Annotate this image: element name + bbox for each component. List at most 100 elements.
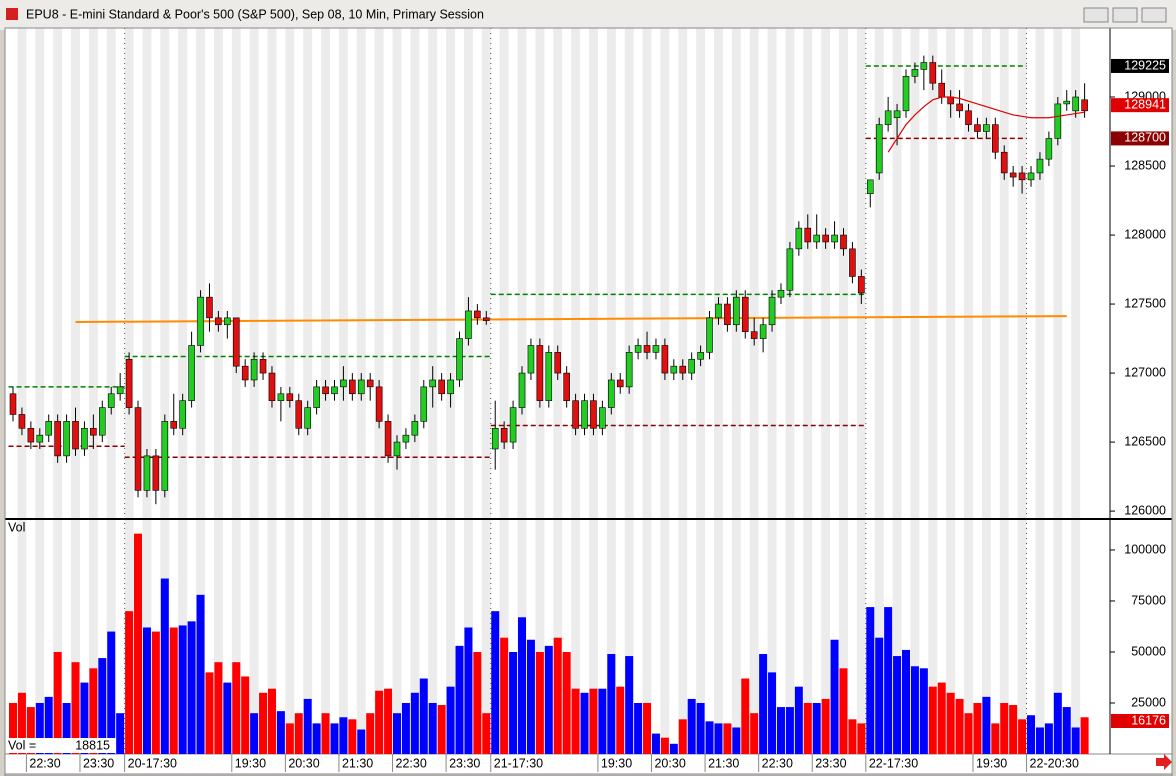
candle-body [652,345,660,353]
candle-body [313,386,320,408]
volume-bar [98,658,107,754]
stripe [196,28,205,754]
candle-body [956,103,963,112]
candle-body [706,317,713,353]
volume-bar [884,607,893,754]
stripe [946,28,956,754]
price-label-box [1111,58,1169,73]
candle-body [750,331,758,339]
stripe [249,28,259,754]
volume-bar [1071,727,1080,754]
volume-tick-label: 25000 [1131,695,1166,709]
window-buttons[interactable] [1083,7,1167,23]
candle-body [670,365,678,374]
volume-bar [178,625,187,754]
candle-body [116,386,124,395]
candle-body [27,427,35,443]
volume-bar [1018,719,1027,754]
candle-body [822,234,829,243]
stripe [1071,28,1081,754]
candle-body [1054,103,1062,139]
candle-body [286,393,294,401]
candle-body [581,400,588,429]
candle-body [777,289,785,298]
x-tick-label: 22:30 [396,756,427,770]
candle-body [18,414,26,429]
stripe [213,28,223,754]
volume-bar [35,702,44,754]
volume-bar [1044,723,1053,754]
candle-body [420,386,428,422]
volume-bar [80,682,89,754]
candle-body [9,393,17,415]
x-tick-label: 22-17:30 [869,756,918,770]
volume-bar [866,607,875,754]
stripe [1035,28,1045,754]
candle-body [608,379,615,408]
x-tick-label: 19:30 [976,756,1007,770]
stripe [499,28,509,754]
candle-body [63,421,70,457]
price-label: 129225 [1124,58,1166,72]
stripe [463,28,473,754]
volume-bar [223,682,232,754]
volume-bar [580,692,589,754]
y-tick-label: 128000 [1124,227,1166,241]
candle-body [357,379,365,395]
x-tick-label: 23:30 [815,756,846,770]
volume-bar [687,698,696,754]
candle-body [482,317,490,321]
stripe [88,28,98,754]
stripe [928,28,938,754]
stripe [856,28,866,754]
volume-bar [785,707,794,754]
candle-body [929,62,937,84]
volume-bar [910,666,919,754]
stripe [981,28,991,754]
volume-bar [401,702,410,754]
volume-bar [678,719,687,754]
candle-body [911,69,919,77]
restore-button[interactable] [1112,7,1138,23]
candle-body [866,179,874,194]
volume-bar [17,692,26,754]
volume-bar [616,686,625,754]
scroll-arrow[interactable] [1156,754,1172,770]
candle-body [447,379,454,395]
candle-body [99,407,106,436]
candle-body [366,379,374,388]
candle-body [572,400,579,429]
volume-bar [875,637,884,754]
stripe [588,28,598,754]
stripe [749,28,759,754]
stripe [481,28,491,754]
volume-bar [1000,702,1009,754]
candle-body [697,352,704,360]
stripe [803,28,813,754]
candle-body [616,379,624,388]
candle-body [974,124,981,132]
minimize-button[interactable] [1083,7,1109,23]
volume-bar [696,702,705,754]
volume-bar [518,617,527,754]
volume-bar [741,678,750,754]
candle-body [134,407,142,491]
stripe [17,28,27,754]
close-button[interactable] [1141,7,1167,23]
chart-frame [4,27,1173,776]
candle-body [849,248,856,277]
candle-body [491,427,499,450]
volume-bar [544,645,553,754]
candle-body [384,421,392,457]
candle-body [232,317,240,367]
volume-bar [151,631,160,754]
volume-bar [1027,715,1036,754]
x-tick-label: 23:30 [449,756,480,770]
candle-body [643,345,651,353]
volume-bar [285,723,294,754]
stripe [303,28,313,754]
title-bar [0,0,1176,30]
volume-bar [794,686,803,754]
volume-bar [375,690,384,754]
